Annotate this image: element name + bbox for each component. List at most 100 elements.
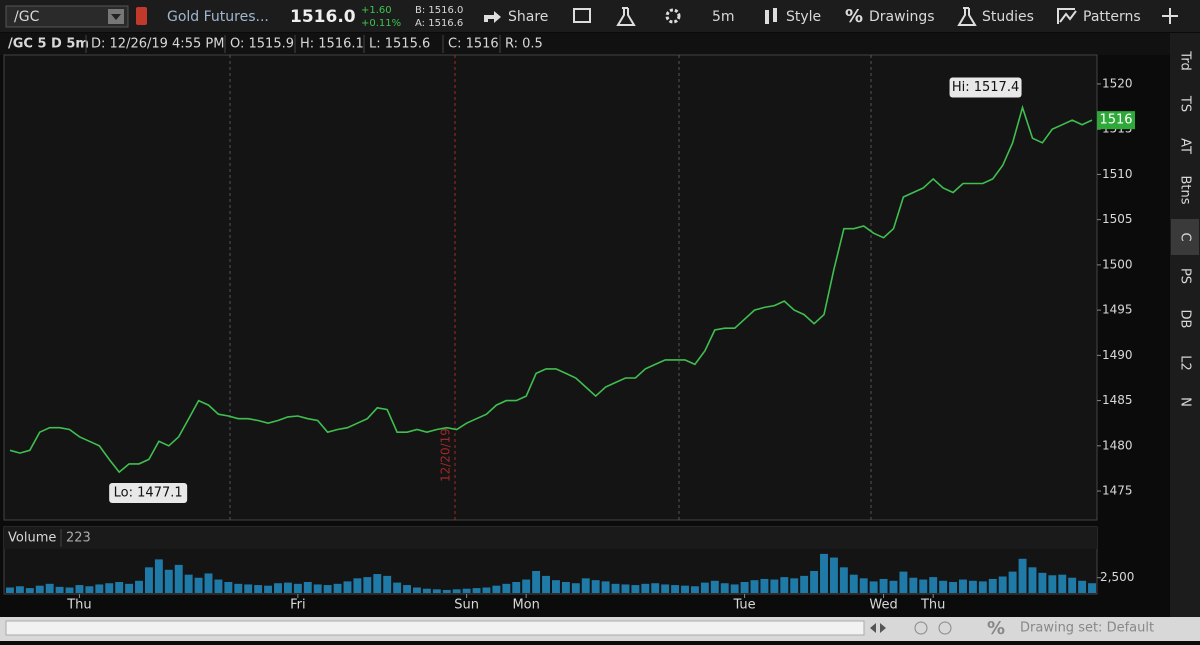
volume-bar [998, 576, 1007, 593]
patterns-button[interactable]: Patterns [1083, 9, 1141, 25]
header-field: D: 12/26/19 4:55 PM [91, 37, 224, 52]
volume-bar [1068, 577, 1077, 593]
volume-bar [929, 577, 938, 593]
share-icon[interactable] [484, 11, 501, 23]
studies-button[interactable]: Studies [982, 9, 1034, 25]
volume-bar [492, 585, 501, 593]
annotation-box [949, 77, 1022, 98]
scroll-arrows[interactable] [870, 623, 886, 633]
volume-bar [244, 584, 253, 593]
description: Gold Futures... [167, 9, 269, 25]
volume-bar [164, 569, 173, 593]
zoom-icon[interactable] [914, 621, 928, 635]
add-icon[interactable] [1162, 8, 1178, 24]
drawings-icon[interactable]: % [845, 6, 863, 27]
volume-bar [720, 583, 729, 593]
header-field: C: 1516 [448, 37, 499, 52]
volume-bar [671, 585, 680, 593]
volume-bar [313, 584, 322, 593]
volume-bar [135, 580, 143, 593]
volume-bar [333, 583, 342, 593]
volume-bar [373, 574, 382, 593]
volume-bar [978, 581, 987, 593]
volume-bar [1088, 583, 1096, 593]
volume-bar [889, 580, 898, 593]
drawings-button[interactable]: Drawings [869, 9, 935, 25]
volume-bar [55, 586, 64, 593]
chart-header [0, 33, 1170, 55]
volume-bar [800, 575, 809, 593]
volume-bar [184, 574, 193, 593]
zoom-icon[interactable] [938, 621, 952, 635]
volume-bar [264, 585, 273, 593]
side-tab[interactable]: N [1178, 397, 1193, 407]
volume-bar [1008, 571, 1017, 593]
side-tab[interactable]: TS [1178, 95, 1193, 112]
volume-bar [522, 579, 531, 593]
header-field: H: 1516.1 [300, 37, 364, 52]
volume-bar [1038, 572, 1047, 593]
interval-button[interactable]: 5m [712, 9, 735, 25]
volume-bar [482, 587, 491, 593]
settings-icon[interactable] [665, 8, 681, 24]
volume-bar [105, 583, 114, 593]
volume-bar [611, 583, 620, 593]
volume-bar [968, 580, 977, 593]
volume-bar [681, 585, 689, 593]
y-tick-label: 1475 [1102, 484, 1133, 498]
drawing-icon[interactable]: % [987, 618, 1005, 639]
volume-bar [770, 579, 779, 593]
link-icon[interactable] [136, 7, 147, 25]
studies-icon[interactable] [957, 7, 977, 26]
volume-bar [532, 571, 541, 593]
header-field: L: 1515.6 [369, 37, 430, 52]
volume-bar [472, 588, 481, 593]
x-tick-label: Tue [732, 598, 755, 613]
side-tab[interactable]: C [1178, 232, 1193, 241]
volume-bar [224, 582, 233, 593]
volume-bar [621, 584, 630, 593]
side-tab[interactable]: AT [1178, 138, 1193, 154]
y-tick-label: 1495 [1102, 303, 1133, 317]
volume-bar [939, 580, 948, 593]
side-tab[interactable]: PS [1178, 268, 1193, 284]
side-tab[interactable]: Btns [1178, 175, 1193, 204]
scrollbar[interactable] [5, 620, 865, 636]
share-button[interactable]: Share [508, 9, 548, 25]
volume-bar [363, 577, 372, 593]
side-tab[interactable]: L2 [1178, 355, 1193, 371]
volume-bar [820, 553, 828, 593]
volume-bar [859, 578, 868, 593]
y-tick-label: 1490 [1102, 348, 1133, 362]
volume-bar [422, 588, 431, 593]
volume-bar [690, 586, 699, 593]
volume-bar [1078, 580, 1087, 593]
annotation-box [109, 483, 188, 504]
y-tick-label: 1480 [1102, 438, 1133, 452]
side-tab[interactable]: DB [1178, 310, 1193, 329]
alert-icon[interactable] [573, 8, 591, 23]
volume-bar [502, 583, 511, 593]
lab-icon[interactable] [616, 7, 636, 26]
patterns-icon[interactable] [1057, 8, 1077, 24]
style-icon[interactable] [765, 8, 777, 24]
volume-bar [879, 578, 888, 593]
volume-bar [552, 580, 560, 593]
volume-bar [591, 580, 600, 593]
annotation: Lo: 1477.1 [114, 486, 183, 501]
last-price-label: 1516 [1099, 113, 1132, 128]
volume-bar [393, 582, 402, 593]
volume-bar [254, 585, 263, 593]
volume-bar [174, 564, 183, 593]
volume-bar [214, 579, 223, 593]
volume-bar [581, 578, 590, 593]
volume-bar [45, 583, 54, 593]
symbol-box[interactable] [5, 5, 129, 28]
side-tab[interactable]: Trd [1178, 50, 1193, 70]
drawing-set[interactable]: Drawing set: Default [1020, 621, 1154, 636]
style-button[interactable]: Style [786, 9, 821, 25]
volume-bar [542, 575, 550, 593]
ask: A: 1516.6 [415, 18, 463, 29]
last-price: 1516.0 [290, 7, 356, 27]
